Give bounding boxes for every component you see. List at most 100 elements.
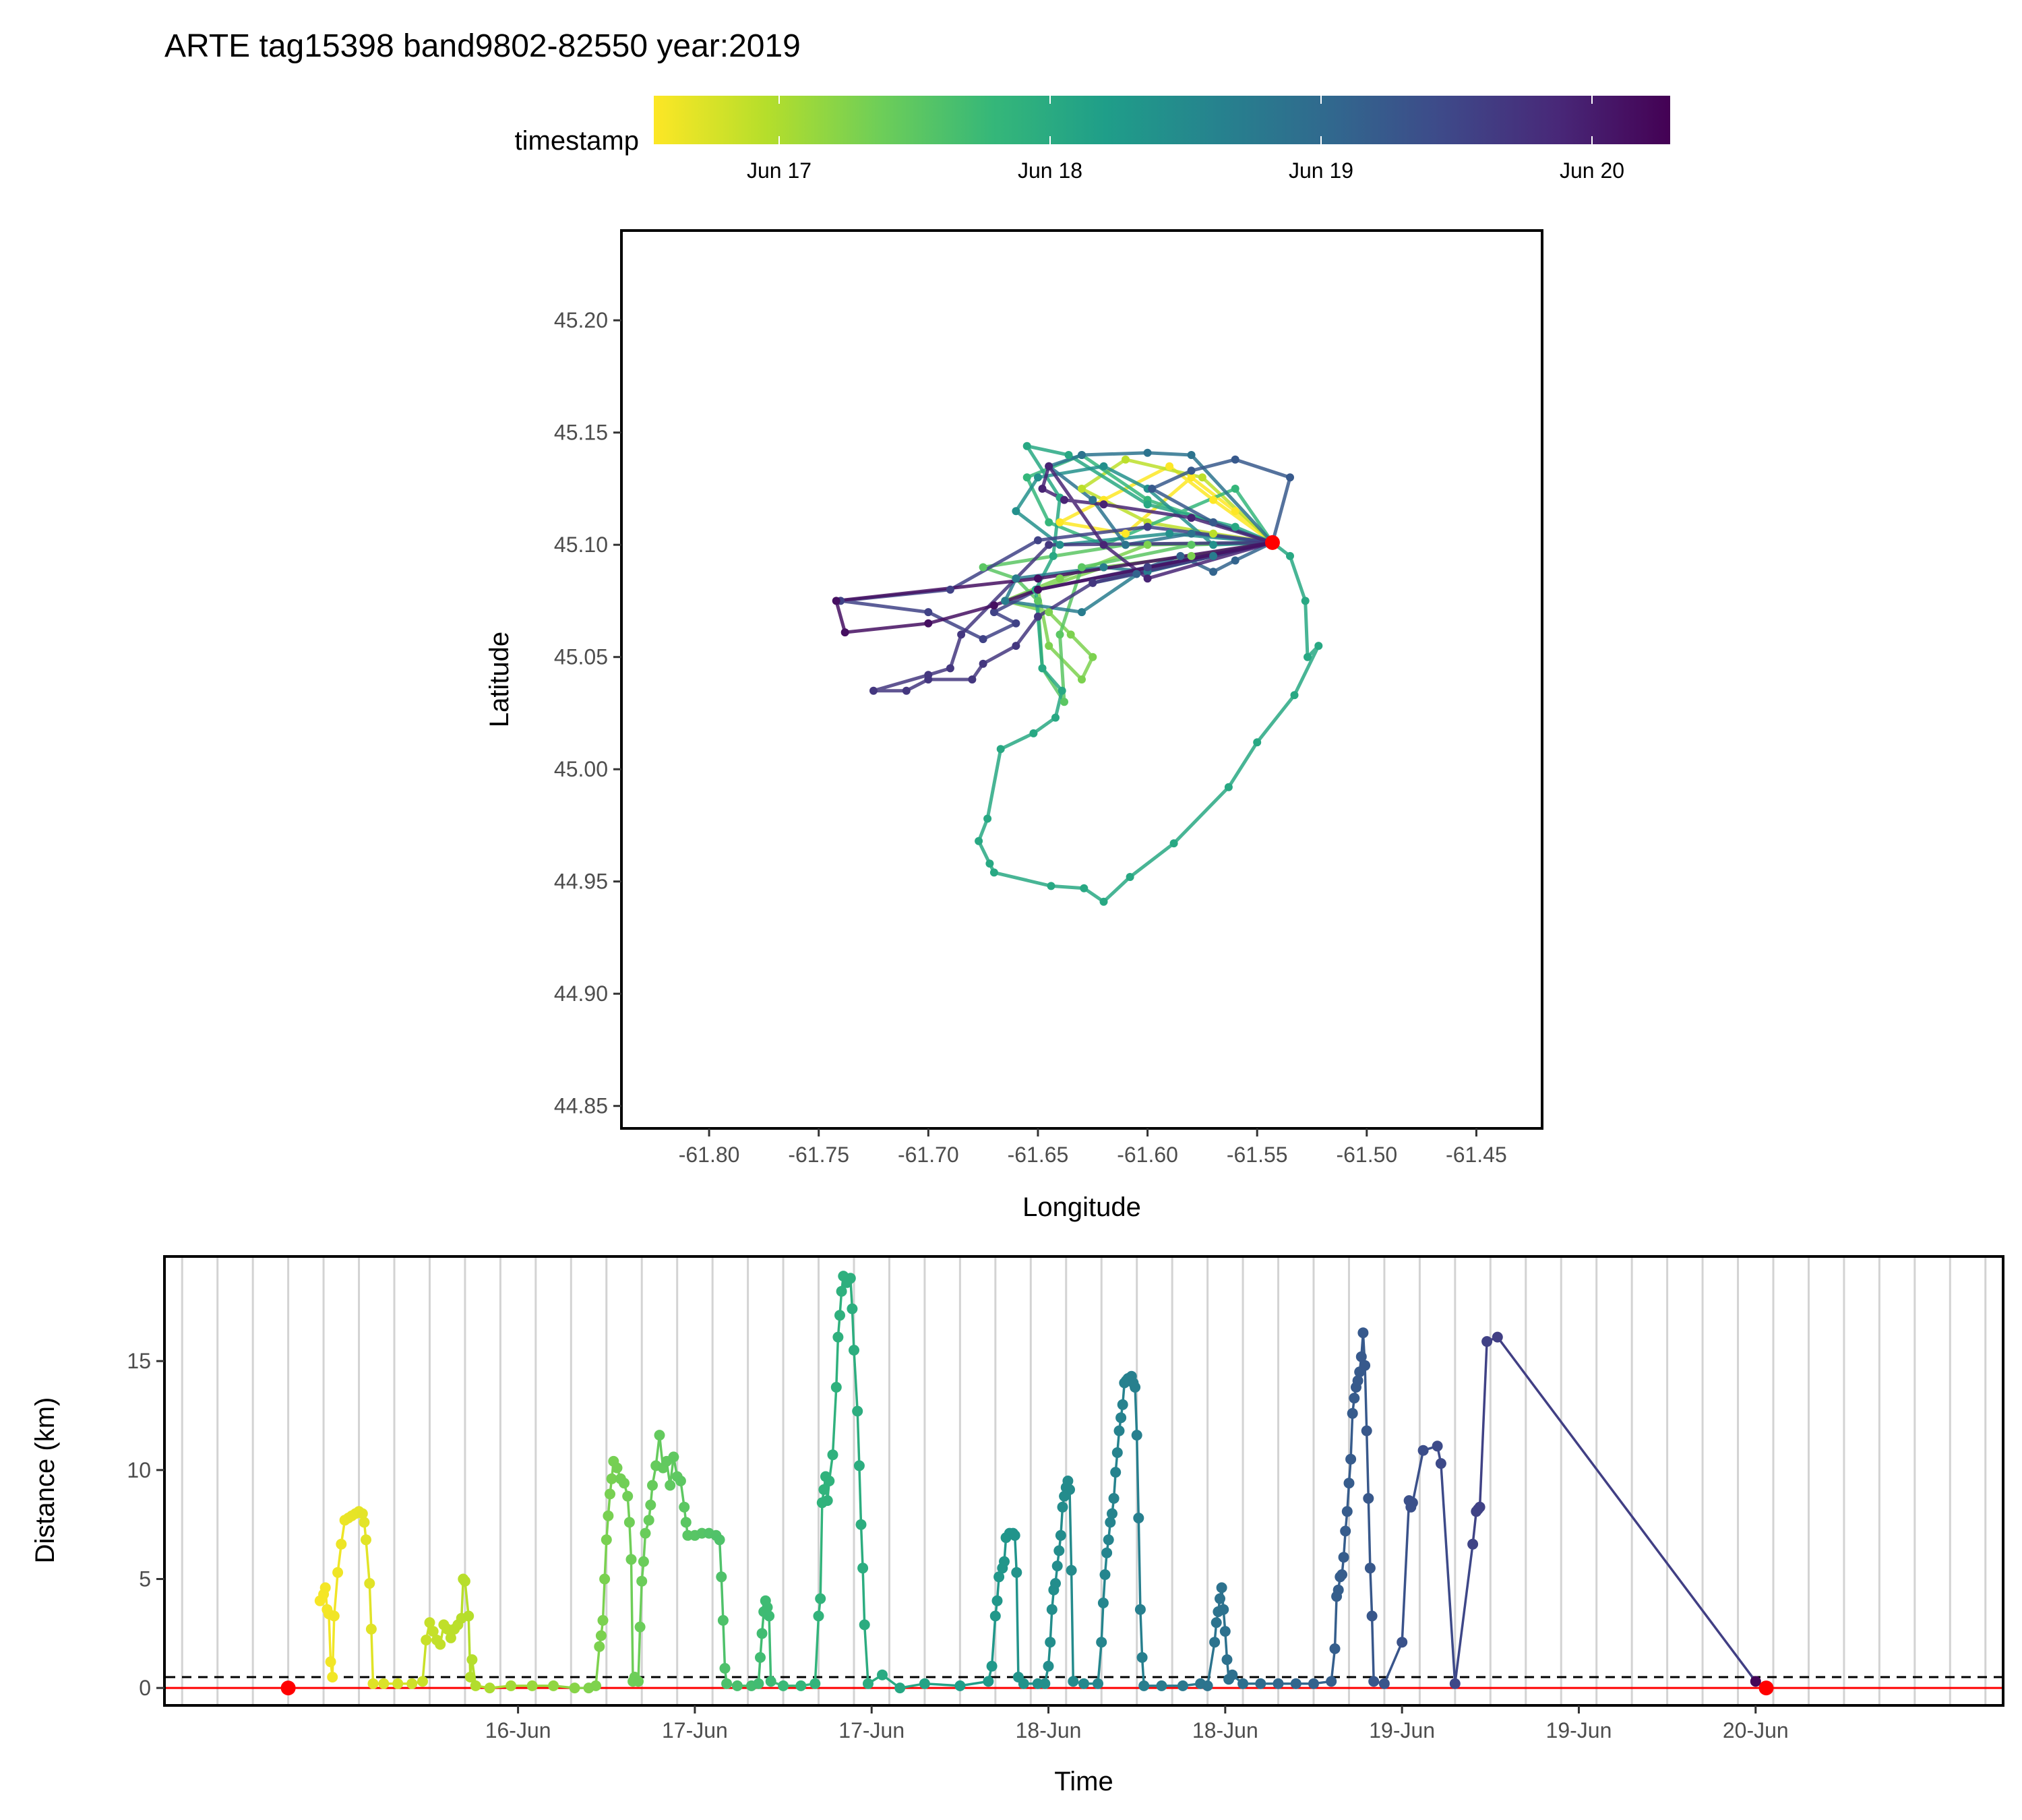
track-point (924, 608, 933, 617)
track-point (1187, 551, 1196, 560)
y-tick-label: 15 (127, 1349, 151, 1373)
track-point (1099, 500, 1108, 509)
distance-point (417, 1676, 428, 1687)
distance-point (1011, 1567, 1022, 1578)
track-point (1209, 551, 1218, 560)
distance-segment (851, 1308, 855, 1351)
distance-point (601, 1534, 612, 1546)
track-point (989, 601, 998, 610)
track-point (996, 745, 1005, 754)
distance-point (406, 1678, 418, 1689)
track-point (1143, 563, 1152, 572)
distance-segment (1349, 1413, 1354, 1459)
track-point (1045, 608, 1053, 617)
y-tick-label: 44.95 (554, 870, 608, 894)
distance-point (332, 1567, 344, 1578)
distance-point (1332, 1584, 1344, 1596)
distance-segment (1137, 1517, 1142, 1610)
distance-point (435, 1639, 446, 1650)
distance-segment (370, 1629, 375, 1684)
distance-point (643, 1515, 654, 1526)
distance-point (638, 1556, 649, 1567)
track-point (1301, 597, 1310, 605)
map-x-axis-title: Longitude (1022, 1192, 1141, 1222)
distance-point (1177, 1680, 1188, 1691)
track-line (977, 444, 1320, 904)
x-tick-label: -61.55 (1227, 1143, 1288, 1167)
track-point (1055, 518, 1064, 526)
track-point (1034, 597, 1042, 605)
distance-point (464, 1672, 476, 1682)
distance-point (622, 1490, 634, 1502)
distance-point (1064, 1484, 1075, 1495)
distance-point (1055, 1529, 1066, 1541)
distance-segment (863, 1625, 869, 1684)
distance-point (1340, 1525, 1351, 1537)
track-point (1038, 664, 1047, 673)
distance-segment (331, 1616, 336, 1678)
track-point (1001, 597, 1010, 605)
x-tick-label: -61.65 (1008, 1143, 1069, 1167)
distance-segment (831, 1387, 838, 1455)
distance-point (954, 1680, 966, 1691)
distance-point (421, 1635, 432, 1645)
distance-point (1050, 1578, 1061, 1589)
distance-point (427, 1626, 439, 1637)
track-points (832, 442, 1323, 906)
distance-point (1492, 1331, 1503, 1343)
distance-segment (1330, 1648, 1337, 1682)
distance-point (993, 1571, 1005, 1583)
distance-point (855, 1519, 867, 1530)
track-point (1169, 839, 1178, 848)
distance-segment (768, 1616, 772, 1682)
distance-segment (1471, 1511, 1478, 1544)
track-point (946, 664, 954, 673)
distance-point (392, 1678, 404, 1689)
distance-point (463, 1610, 474, 1622)
distance-point (1364, 1563, 1376, 1574)
track-point (1089, 578, 1097, 587)
distance-point (857, 1563, 869, 1574)
track-point (1209, 568, 1218, 576)
track-point (924, 619, 933, 628)
distance-point (378, 1678, 390, 1689)
distance-point (1043, 1660, 1054, 1672)
track-point (1290, 691, 1299, 700)
track-point (1132, 570, 1141, 578)
track-point (1187, 473, 1196, 482)
colony-marker (1264, 535, 1280, 550)
x-tick-label: -61.45 (1446, 1143, 1507, 1167)
track-point (1187, 466, 1196, 475)
track-point (1029, 729, 1038, 737)
distance-point (603, 1510, 614, 1521)
x-tick-label: -61.75 (788, 1143, 849, 1167)
y-tick-label: 45.15 (554, 421, 608, 445)
distance-point (731, 1680, 743, 1691)
distance-point (357, 1508, 368, 1519)
track-point (1187, 529, 1196, 538)
distance-point (1361, 1425, 1372, 1436)
track-point (840, 628, 849, 637)
track-point (1078, 485, 1086, 493)
distance-point (1105, 1517, 1116, 1528)
distance-point (983, 1676, 994, 1687)
distance-segment (856, 1411, 861, 1466)
distance-point (1329, 1643, 1341, 1654)
distance-point (606, 1473, 617, 1484)
distance-point (1407, 1497, 1418, 1509)
distance-point (645, 1499, 656, 1511)
distance-segment (861, 1568, 866, 1625)
distance-x-axis-title: Time (1054, 1767, 1113, 1796)
distance-point (755, 1651, 766, 1663)
distance-point (590, 1680, 601, 1691)
distance-point (548, 1680, 559, 1691)
distance-point (319, 1582, 331, 1594)
distance-point (1093, 1678, 1103, 1689)
distance-segment (1440, 1463, 1457, 1684)
distance-point (1435, 1458, 1446, 1469)
track-point (1034, 473, 1042, 482)
distance-segment (1139, 1609, 1144, 1658)
distance-point (1134, 1604, 1146, 1615)
distance-point (877, 1669, 888, 1680)
track-point (1231, 485, 1239, 493)
